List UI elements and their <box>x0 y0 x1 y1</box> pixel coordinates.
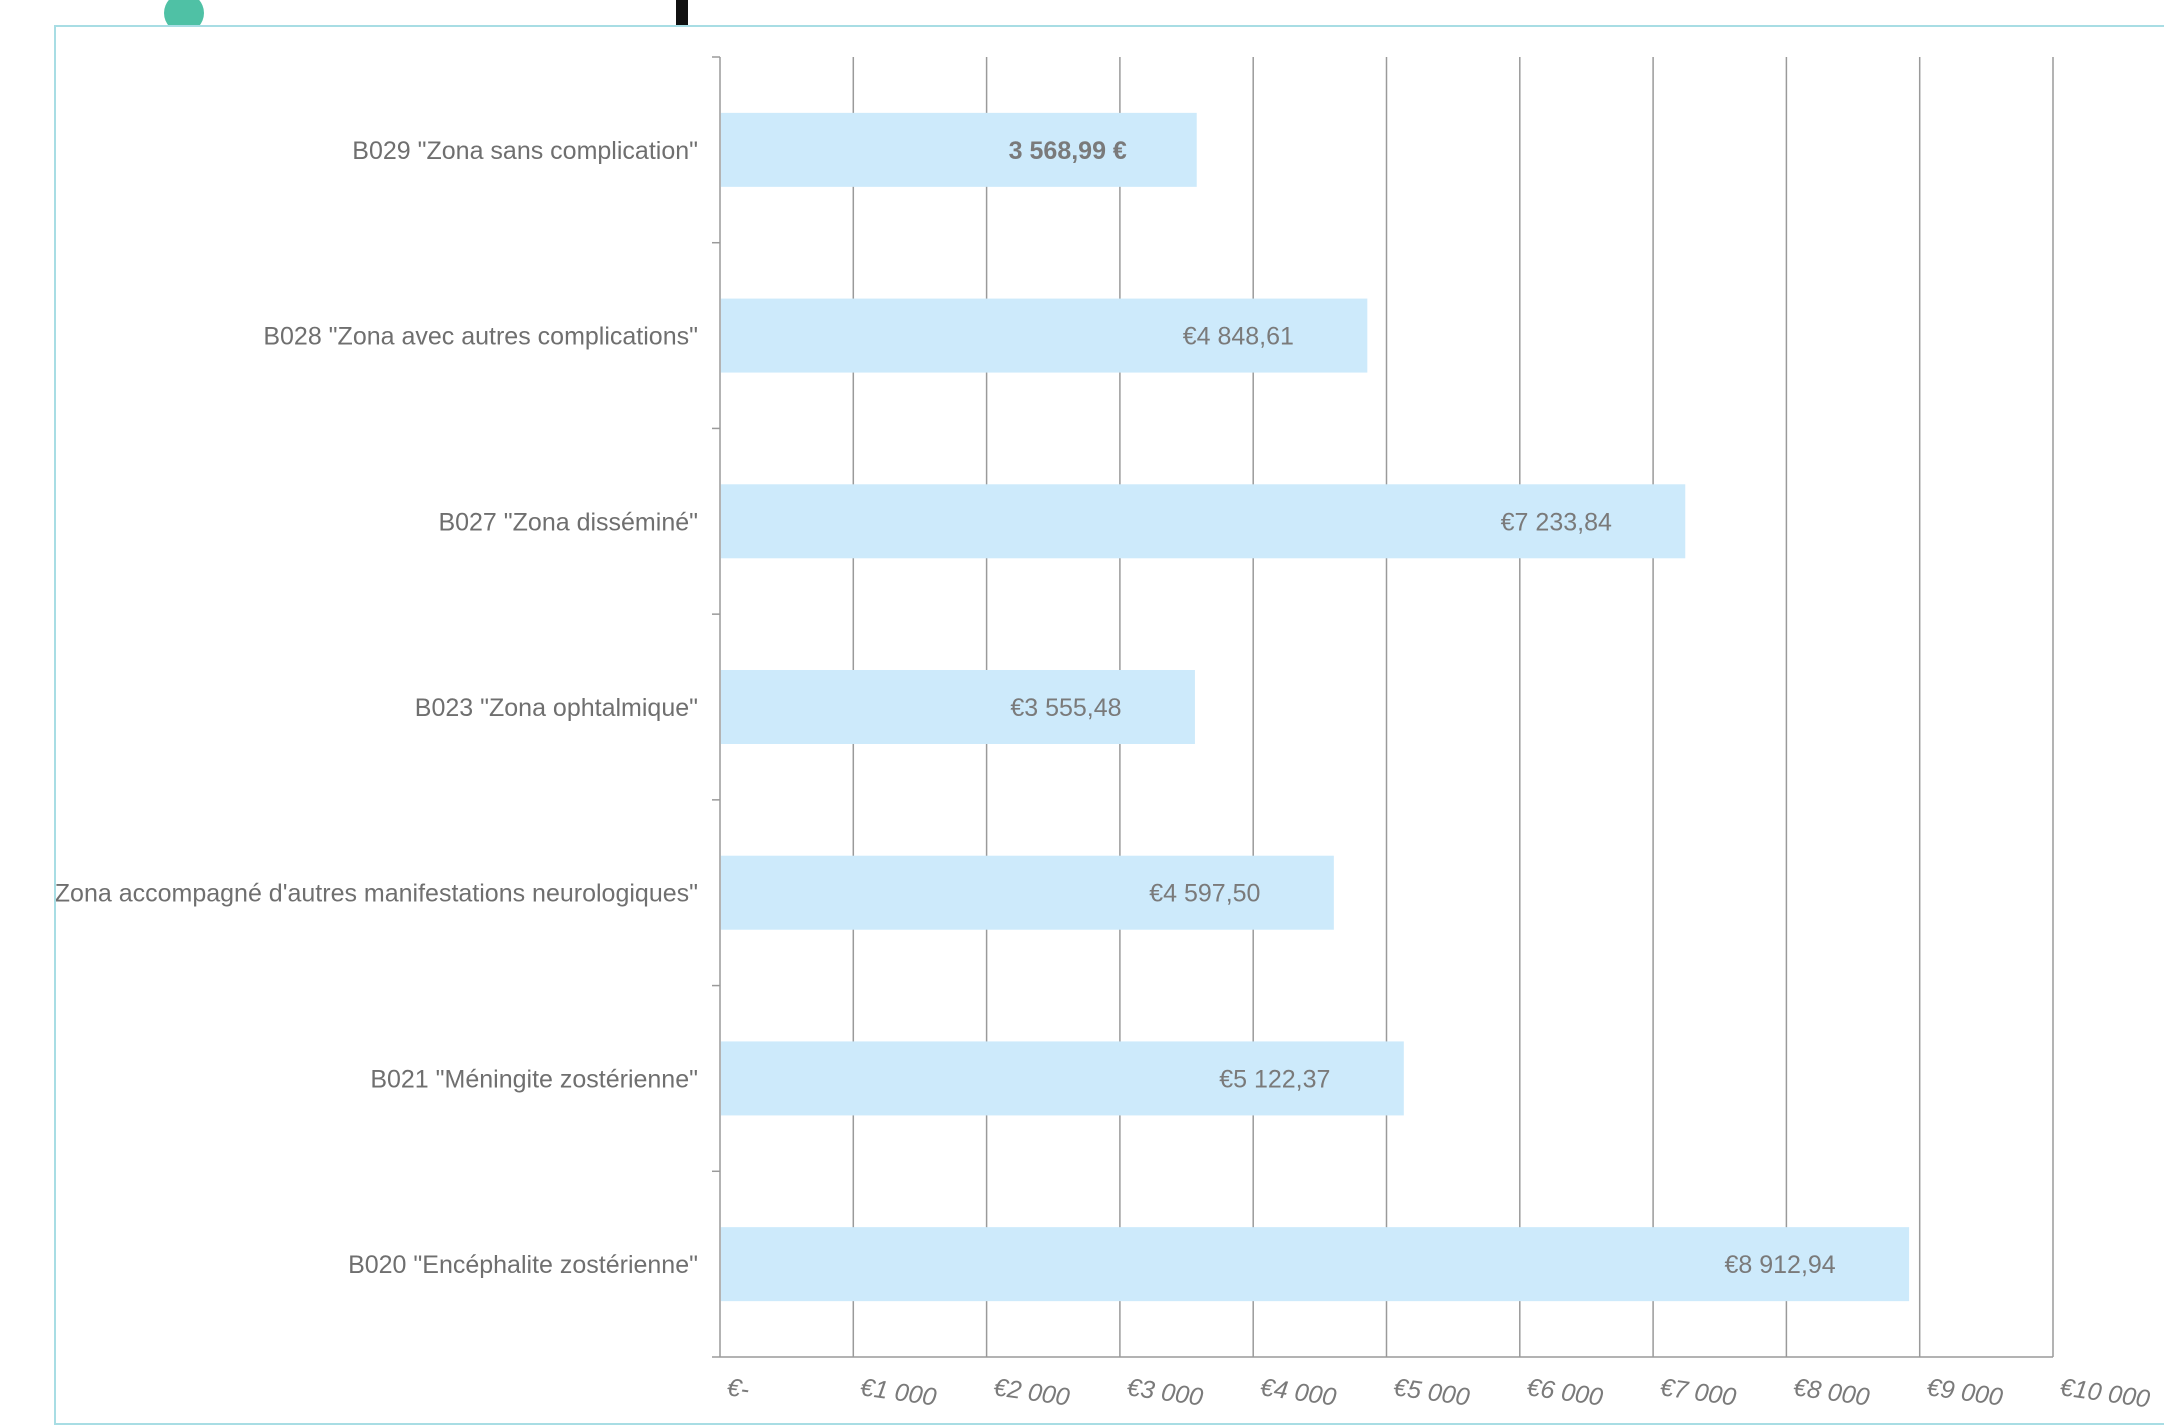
x-tick-label-7: €7 000 <box>1658 1373 1738 1407</box>
bar-3 <box>721 670 1195 744</box>
bar-0 <box>721 112 1197 187</box>
category-label-1: B028 "Zona avec autres complications" <box>263 323 698 351</box>
data-label-4: €4 597,50 <box>1149 880 1260 908</box>
x-tick-label-10: €10 000 <box>2058 1373 2151 1407</box>
category-label-6: B020 "Encéphalite zostérienne" <box>348 1251 698 1279</box>
x-tick-label-6: €6 000 <box>1525 1373 1605 1407</box>
data-label-6: €8 912,94 <box>1724 1251 1835 1279</box>
bar-2 <box>721 484 1686 559</box>
data-label-5: €5 122,37 <box>1219 1065 1330 1093</box>
bar-4 <box>721 855 1334 930</box>
data-label-3: €3 555,48 <box>1010 694 1121 722</box>
bar-5 <box>721 1041 1404 1116</box>
x-tick-label-9: €9 000 <box>1925 1373 2005 1407</box>
x-tick-label-2: €2 000 <box>992 1373 1072 1407</box>
bar-6 <box>721 1227 1910 1302</box>
x-tick-label-5: €5 000 <box>1392 1373 1472 1407</box>
category-label-5: B021 "Méningite zostérienne" <box>370 1065 698 1093</box>
x-tick-label-1: €1 000 <box>858 1373 938 1407</box>
title-glyph-accent <box>164 0 204 33</box>
bar-1 <box>721 298 1368 373</box>
data-label-2: €7 233,84 <box>1501 508 1612 536</box>
bar-chart: B029 "Zona sans complication" 3 568,99 € B… <box>56 56 2152 1407</box>
title-fragment <box>0 0 2164 55</box>
category-label-3: B023 "Zona ophtalmique" <box>415 694 698 722</box>
x-tick-label-3: €3 000 <box>1125 1373 1205 1407</box>
data-label-0: 3 568,99 € <box>1009 137 1127 165</box>
x-tick-label-8: €8 000 <box>1792 1373 1872 1407</box>
title-glyph-dark <box>676 0 688 27</box>
x-tick-label-0: €- <box>725 1373 751 1404</box>
data-label-1: €4 848,61 <box>1183 323 1294 351</box>
category-label-2: B027 "Zona disséminé" <box>438 508 698 536</box>
x-tick-label-4: €4 000 <box>1258 1373 1338 1407</box>
chart-frame: B029 "Zona sans complication" 3 568,99 € B… <box>54 25 2164 1425</box>
category-label-0: B029 "Zona sans complication" <box>352 137 698 165</box>
category-label-4: B022 "Zona accompagné d'autres manifesta… <box>56 880 698 908</box>
